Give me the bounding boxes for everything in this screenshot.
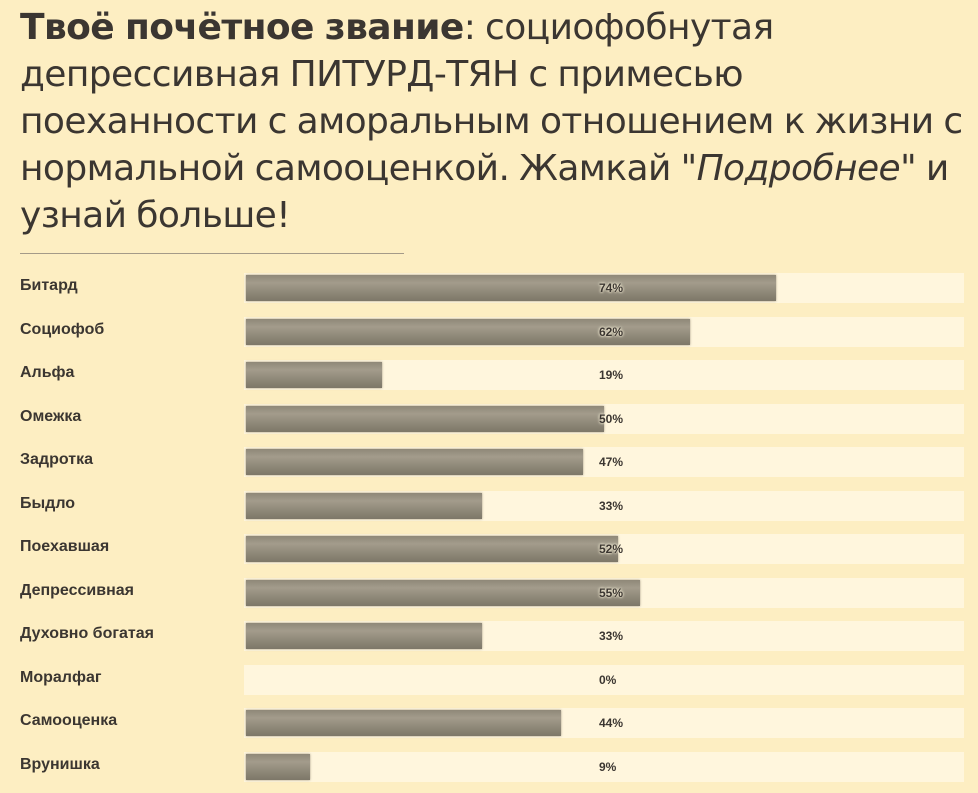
- bar-track: [244, 316, 964, 347]
- bar-track: [244, 664, 964, 695]
- bar-label: Депрессивная: [20, 581, 134, 599]
- bar-track: [244, 577, 964, 608]
- bar: [246, 405, 604, 432]
- headline-text: : социофобнутая депрессивная ПИТУРД-ТЯН …: [20, 7, 963, 189]
- headline: Твоё почётное звание: социофобнутая депр…: [20, 4, 975, 239]
- details-link[interactable]: Подробнее: [696, 148, 901, 189]
- headline-end: " и узнай больше!: [20, 148, 949, 236]
- bar-value-label: 44%: [599, 716, 624, 730]
- bar-label: Омежка: [20, 407, 82, 425]
- bar-value-label: 0%: [599, 672, 617, 687]
- bar: [246, 579, 640, 606]
- bar-value-label: 50%: [599, 411, 624, 426]
- bar-value-label: 9%: [599, 759, 617, 774]
- bar-label: Задротка: [20, 451, 93, 468]
- bar: [246, 536, 619, 562]
- headline-bold: Твоё почётное звание: [20, 7, 464, 48]
- bar-track: [244, 708, 964, 738]
- bar-label: Самооценка: [20, 712, 118, 729]
- bar-label: Битард: [20, 277, 78, 294]
- bar-label: Социофоб: [20, 320, 105, 338]
- bar: [246, 623, 483, 649]
- bar-value-label: 33%: [599, 498, 624, 513]
- bar-track: [244, 360, 964, 390]
- bar-value-label: 55%: [599, 585, 624, 600]
- bar-track: [244, 490, 964, 521]
- bar-label: Моралфаг: [20, 668, 102, 686]
- bar-track: [244, 447, 964, 477]
- bar: [246, 362, 383, 388]
- bar-track: [244, 534, 964, 564]
- bar-value-label: 47%: [599, 455, 624, 469]
- bar-value-label: 62%: [599, 324, 624, 339]
- bar-value-label: 19%: [599, 368, 624, 382]
- divider: [20, 253, 404, 254]
- bar-label: Альфа: [20, 364, 75, 381]
- bar: [246, 492, 483, 519]
- bar-label: Быдло: [20, 494, 76, 512]
- bar-track: [244, 751, 964, 782]
- bar-track: [244, 273, 964, 303]
- bar-label: Духовно богатая: [20, 625, 154, 642]
- bar-track: [244, 621, 964, 651]
- bar: [246, 710, 562, 736]
- bar-label: Врунишка: [20, 755, 100, 773]
- bar: [246, 275, 776, 301]
- bar-label: Поехавшая: [20, 538, 110, 555]
- bar-value-label: 52%: [599, 542, 624, 556]
- bar-value-label: 33%: [599, 629, 624, 643]
- bar: [246, 449, 583, 475]
- bar: [246, 318, 690, 345]
- bar-value-label: 74%: [599, 281, 624, 295]
- bar-track: [244, 403, 964, 434]
- bar: [246, 753, 311, 780]
